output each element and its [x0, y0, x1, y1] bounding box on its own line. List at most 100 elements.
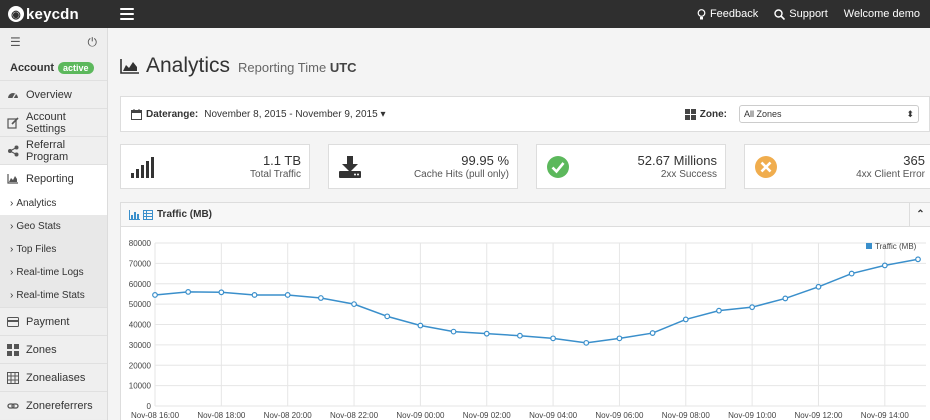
- sidebar-item-account-settings[interactable]: Account Settings: [0, 108, 107, 136]
- data-point: [517, 332, 523, 339]
- daterange-picker[interactable]: November 8, 2015 - November 9, 2015 ▾: [204, 109, 385, 120]
- x-tick-label: Nov-08 16:00: [131, 411, 180, 420]
- stat-label: 4xx Client Error: [856, 169, 925, 180]
- sidebar-subitem-top-files[interactable]: › Top Files: [0, 238, 107, 261]
- calendar-icon: [131, 108, 142, 120]
- sidebar-controls: ☰ ⏻: [0, 28, 107, 56]
- sidebar-item-label: Zonereferrers: [26, 399, 93, 412]
- y-tick-label: 60000: [129, 280, 152, 289]
- stat-4xx-client-error: 365 4xx Client Error: [744, 144, 930, 189]
- share-icon: [7, 145, 19, 157]
- sidebar-subitem-label: Geo Stats: [16, 221, 61, 232]
- stat-2xx-success: 52.67 Millions 2xx Success: [536, 144, 726, 189]
- page-header: Analytics Reporting Time UTC: [120, 54, 357, 78]
- data-point: [384, 313, 391, 320]
- user-menu[interactable]: Welcome demo: [844, 8, 920, 20]
- sidebar-subitem-geo-stats[interactable]: › Geo Stats: [0, 215, 107, 238]
- data-point: [915, 256, 921, 263]
- x-tick-label: Nov-08 20:00: [264, 411, 313, 420]
- sidebar-item-payment[interactable]: Payment: [0, 307, 107, 335]
- x-tick-label: Nov-08 18:00: [197, 411, 246, 420]
- sidebar-item-label: Referral Program: [26, 138, 69, 163]
- sidebar-subitem-realtime-stats[interactable]: › Real-time Stats: [0, 284, 107, 307]
- power-icon[interactable]: ⏻: [87, 34, 98, 49]
- reporting-time-label: Reporting Time: [238, 60, 327, 75]
- account-header: Account active: [0, 56, 107, 80]
- bar-chart-icon[interactable]: [129, 209, 140, 220]
- collapse-button[interactable]: ⌃: [909, 202, 930, 227]
- chevron-right-icon: ›: [10, 290, 14, 301]
- menu-toggle-icon[interactable]: [120, 8, 134, 20]
- chevron-right-icon: ›: [10, 267, 14, 278]
- list-toggle-icon[interactable]: ☰: [10, 35, 21, 49]
- data-point: [649, 330, 656, 336]
- data-point: [284, 292, 291, 298]
- table-icon: [7, 371, 19, 384]
- grid-icon: [684, 108, 696, 120]
- x-tick-label: Nov-08 22:00: [330, 411, 379, 420]
- brand-name: keycdn: [26, 5, 79, 23]
- table-icon[interactable]: [143, 209, 153, 220]
- y-tick-label: 10000: [129, 382, 152, 391]
- main-content: Analytics Reporting Time UTC Daterange: …: [108, 28, 930, 420]
- sidebar-item-overview[interactable]: Overview: [0, 80, 107, 108]
- data-point: [218, 289, 225, 296]
- data-point: [682, 316, 689, 323]
- sidebar-subitem-label: Analytics: [16, 198, 57, 209]
- x-tick-label: Nov-09 00:00: [396, 411, 445, 420]
- daterange-value: November 8, 2015 - November 9, 2015: [204, 108, 378, 120]
- data-point: [417, 322, 424, 329]
- support-link[interactable]: Support: [774, 8, 828, 20]
- series-line: [154, 258, 919, 344]
- x-tick-label: Nov-09 10:00: [728, 411, 777, 420]
- sidebar-subitem-realtime-logs[interactable]: › Real-time Logs: [0, 261, 107, 284]
- data-point: [317, 295, 324, 301]
- legend-swatch: [866, 243, 872, 249]
- data-point: [185, 289, 192, 295]
- x-tick-label: Nov-09 14:00: [861, 411, 910, 420]
- zone-label: Zone:: [699, 108, 727, 120]
- signal-bars-icon: [129, 154, 155, 180]
- sidebar-subitem-label: Real-time Stats: [16, 290, 85, 301]
- edit-icon: [7, 116, 19, 129]
- stat-cache-hits: 99.95 % Cache Hits (pull only): [328, 144, 518, 189]
- top-navbar: ◉ keycdn Feedback Support Welcome demo: [0, 0, 930, 28]
- traffic-panel-title: Traffic (MB): [157, 209, 212, 220]
- page-subtitle: Reporting Time UTC: [238, 60, 357, 75]
- sidebar-subitem-analytics[interactable]: › Analytics: [0, 192, 107, 215]
- y-tick-label: 30000: [129, 341, 152, 350]
- account-label: Account: [10, 62, 54, 74]
- lightbulb-icon: [697, 8, 706, 19]
- stat-label: Cache Hits (pull only): [413, 169, 509, 180]
- sidebar-item-zonealiases[interactable]: Zonealiases: [0, 363, 107, 391]
- feedback-link[interactable]: Feedback: [697, 8, 758, 20]
- y-tick-label: 70000: [129, 259, 152, 268]
- sidebar-item-referral-program[interactable]: Referral Program: [0, 136, 107, 164]
- daterange-label: Daterange:: [146, 108, 199, 120]
- y-tick-label: 80000: [129, 239, 152, 248]
- sidebar-subitem-label: Top Files: [16, 244, 57, 255]
- filter-bar: Daterange: November 8, 2015 - November 9…: [120, 96, 930, 132]
- data-point: [716, 307, 722, 314]
- data-point: [152, 292, 158, 298]
- data-point: [351, 301, 357, 308]
- x-tick-label: Nov-09 12:00: [794, 411, 843, 420]
- logo-mark-icon: ◉: [8, 6, 24, 22]
- sidebar-item-zones[interactable]: Zones: [0, 335, 107, 363]
- traffic-line-chart: 0 10000 20000 30000 40000 50000 60000 70000 8000…: [129, 239, 926, 420]
- sidebar-item-reporting[interactable]: Reporting: [0, 164, 107, 192]
- sidebar-item-zonereferrers[interactable]: Zonereferrers: [0, 391, 107, 419]
- keycdn-logo[interactable]: ◉ keycdn: [0, 0, 108, 28]
- legend-label: Traffic (MB): [875, 242, 917, 251]
- link-icon: [7, 400, 19, 412]
- x-tick-label: Nov-09 02:00: [463, 411, 512, 420]
- zone-select[interactable]: All Zones ⬍: [739, 105, 919, 123]
- check-circle-icon: [545, 154, 571, 180]
- support-label: Support: [789, 8, 828, 20]
- feedback-label: Feedback: [709, 8, 759, 20]
- y-tick-label: 50000: [129, 300, 152, 309]
- data-point: [881, 262, 888, 269]
- y-tick-label: 20000: [129, 361, 152, 370]
- chevron-right-icon: ›: [10, 244, 14, 255]
- stat-total-traffic: 1.1 TB Total Traffic: [120, 144, 310, 189]
